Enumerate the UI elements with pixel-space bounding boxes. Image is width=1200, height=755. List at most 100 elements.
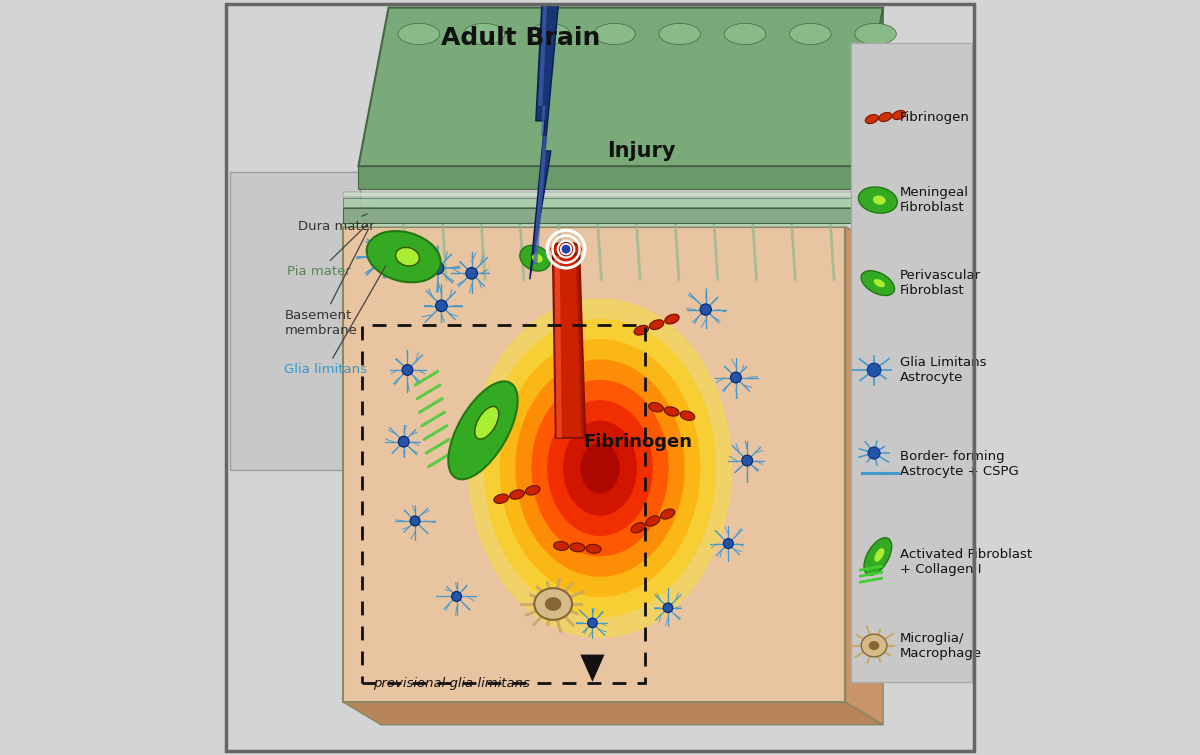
Ellipse shape <box>594 23 635 45</box>
Ellipse shape <box>526 485 540 495</box>
Ellipse shape <box>475 406 499 439</box>
Ellipse shape <box>661 509 674 519</box>
Polygon shape <box>853 8 883 189</box>
Circle shape <box>432 262 444 274</box>
Polygon shape <box>359 8 883 166</box>
Ellipse shape <box>750 208 758 223</box>
Circle shape <box>731 372 742 383</box>
Ellipse shape <box>551 242 581 256</box>
Text: Fibrinogen: Fibrinogen <box>583 433 692 451</box>
Ellipse shape <box>534 588 572 620</box>
Polygon shape <box>343 192 853 197</box>
Ellipse shape <box>547 400 653 536</box>
Ellipse shape <box>484 319 716 618</box>
Circle shape <box>664 603 673 612</box>
Text: Dura mater: Dura mater <box>298 214 374 233</box>
Ellipse shape <box>649 402 664 412</box>
FancyBboxPatch shape <box>851 43 972 682</box>
Ellipse shape <box>710 208 720 223</box>
Ellipse shape <box>864 538 892 575</box>
Circle shape <box>398 436 409 447</box>
Text: Perivascular
Fibroblast: Perivascular Fibroblast <box>900 269 980 297</box>
Ellipse shape <box>788 208 798 223</box>
Ellipse shape <box>594 208 604 223</box>
Ellipse shape <box>649 320 664 329</box>
Ellipse shape <box>449 381 517 479</box>
Ellipse shape <box>580 442 620 494</box>
Circle shape <box>451 591 462 602</box>
Text: Fibrinogen: Fibrinogen <box>900 110 970 124</box>
Text: Border- forming
Astrocyte + CSPG: Border- forming Astrocyte + CSPG <box>900 450 1019 479</box>
Ellipse shape <box>516 359 684 577</box>
Ellipse shape <box>528 23 570 45</box>
Circle shape <box>724 538 733 549</box>
Polygon shape <box>359 166 853 189</box>
Polygon shape <box>533 4 547 264</box>
Ellipse shape <box>517 208 526 223</box>
Circle shape <box>560 244 571 254</box>
Ellipse shape <box>790 23 832 45</box>
Circle shape <box>588 618 598 627</box>
Ellipse shape <box>556 208 565 223</box>
Polygon shape <box>576 249 586 438</box>
Ellipse shape <box>570 543 584 552</box>
Ellipse shape <box>865 115 878 124</box>
Circle shape <box>742 455 752 466</box>
Ellipse shape <box>398 23 439 45</box>
Ellipse shape <box>893 110 906 119</box>
Ellipse shape <box>872 196 886 205</box>
Ellipse shape <box>725 23 766 45</box>
Ellipse shape <box>862 271 894 295</box>
Ellipse shape <box>532 254 542 263</box>
Ellipse shape <box>665 314 679 324</box>
Circle shape <box>868 447 880 459</box>
Circle shape <box>410 516 420 526</box>
Ellipse shape <box>479 208 487 223</box>
Ellipse shape <box>665 407 679 416</box>
Ellipse shape <box>510 490 524 499</box>
Ellipse shape <box>499 339 701 597</box>
Ellipse shape <box>494 494 509 504</box>
Ellipse shape <box>532 380 668 556</box>
Ellipse shape <box>862 634 887 657</box>
Ellipse shape <box>631 522 646 533</box>
Circle shape <box>466 267 478 279</box>
Ellipse shape <box>659 23 701 45</box>
Ellipse shape <box>854 23 896 45</box>
Ellipse shape <box>401 208 409 223</box>
Ellipse shape <box>858 187 898 213</box>
Ellipse shape <box>680 411 695 421</box>
Circle shape <box>402 365 413 375</box>
Polygon shape <box>343 198 853 207</box>
Ellipse shape <box>563 421 637 516</box>
Ellipse shape <box>869 641 880 650</box>
Ellipse shape <box>878 112 892 122</box>
Text: Glia Limitans
Astrocyte: Glia Limitans Astrocyte <box>900 356 986 384</box>
Ellipse shape <box>634 325 648 335</box>
Ellipse shape <box>439 208 449 223</box>
Polygon shape <box>554 249 562 438</box>
Polygon shape <box>343 208 853 223</box>
Text: Basement
membrane: Basement membrane <box>284 229 368 337</box>
Ellipse shape <box>520 245 551 271</box>
Polygon shape <box>343 226 845 702</box>
Text: provisional glia limitans: provisional glia limitans <box>373 676 530 690</box>
Text: Injury: Injury <box>607 141 676 161</box>
Circle shape <box>378 250 392 263</box>
Polygon shape <box>581 655 605 682</box>
Circle shape <box>436 300 448 312</box>
Text: Microglia/
Macrophage: Microglia/ Macrophage <box>900 631 982 660</box>
Ellipse shape <box>367 231 440 282</box>
Ellipse shape <box>646 516 660 526</box>
Ellipse shape <box>553 541 569 550</box>
Ellipse shape <box>463 23 505 45</box>
Ellipse shape <box>672 208 682 223</box>
Circle shape <box>700 304 712 315</box>
Text: Meningeal
Fibroblast: Meningeal Fibroblast <box>900 186 968 214</box>
Polygon shape <box>845 226 883 725</box>
Polygon shape <box>553 249 586 438</box>
Circle shape <box>868 363 881 377</box>
FancyBboxPatch shape <box>230 172 360 470</box>
Text: Activated Fibroblast
+ Collagen I: Activated Fibroblast + Collagen I <box>900 548 1032 577</box>
Text: Adult Brain: Adult Brain <box>442 26 600 50</box>
